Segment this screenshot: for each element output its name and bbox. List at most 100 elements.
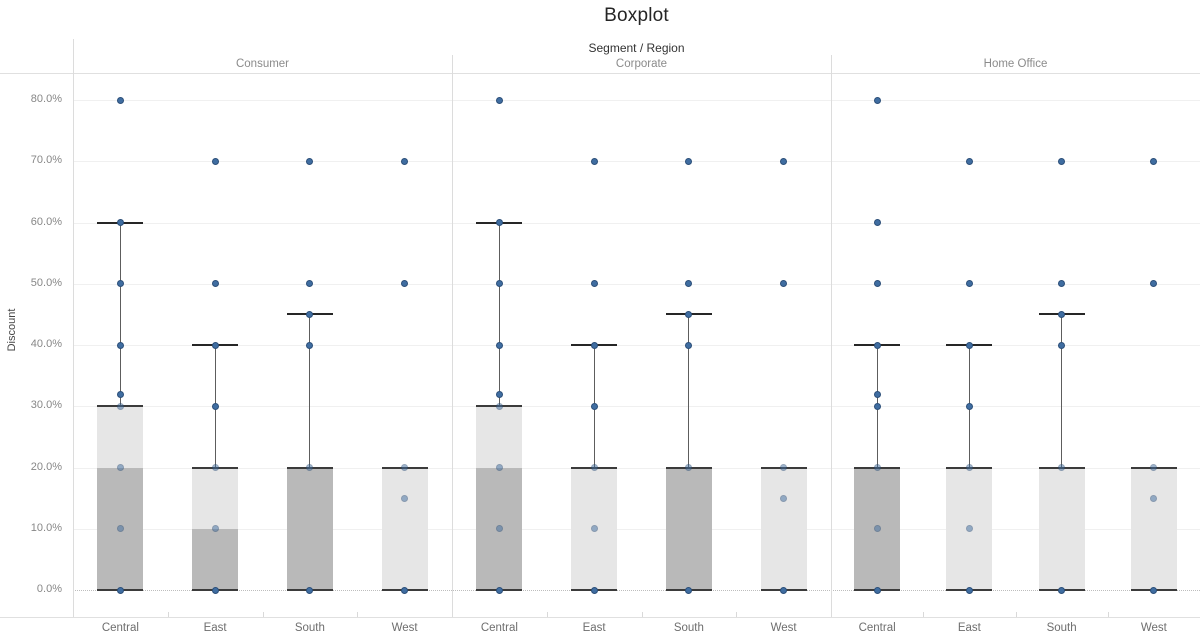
data-point[interactable] [495,586,503,594]
data-point[interactable] [306,341,314,349]
data-point[interactable] [685,464,693,471]
data-point[interactable] [306,464,314,471]
data-point[interactable] [873,96,881,104]
data-point[interactable] [495,341,503,349]
data-point[interactable] [495,402,503,410]
data-point[interactable] [116,586,124,594]
data-point[interactable] [685,280,693,288]
data-point[interactable] [1058,586,1066,594]
x-axis-tick [547,612,548,617]
region-label: Central [101,622,139,634]
data-point[interactable] [401,464,409,471]
data-point[interactable] [965,586,973,594]
data-point[interactable] [873,280,881,288]
data-point[interactable] [306,280,314,288]
data-point[interactable] [873,525,881,533]
data-point[interactable] [1150,494,1158,502]
box-upper-half[interactable] [97,406,144,468]
data-point[interactable] [873,341,881,349]
data-point[interactable] [211,525,219,533]
data-point[interactable] [1058,310,1066,318]
data-point[interactable] [401,280,409,288]
box-lower-half[interactable] [192,528,239,590]
box-upper-half[interactable] [1130,467,1177,590]
data-point[interactable] [873,402,881,410]
data-point[interactable] [495,96,503,104]
box-lower-half[interactable] [286,467,333,590]
y-tick-label: 0.0% [36,583,62,595]
data-point[interactable] [1150,586,1158,594]
data-point[interactable] [306,310,314,318]
data-point[interactable] [211,341,219,349]
data-point[interactable] [1058,464,1066,471]
region-label: Central [858,622,896,634]
data-point[interactable] [965,280,973,288]
data-point[interactable] [780,157,788,165]
data-point[interactable] [685,310,693,318]
data-point[interactable] [965,157,973,165]
data-point[interactable] [495,219,503,226]
data-point[interactable] [873,390,881,398]
data-point[interactable] [780,464,788,471]
data-point[interactable] [116,280,124,288]
data-point[interactable] [1058,280,1066,288]
data-point[interactable] [495,280,503,288]
box-upper-half[interactable] [760,467,807,590]
data-point[interactable] [211,464,219,471]
data-point[interactable] [873,586,881,594]
data-point[interactable] [590,586,598,594]
data-point[interactable] [873,464,881,471]
data-point[interactable] [780,586,788,594]
data-point[interactable] [873,219,881,226]
data-point[interactable] [780,280,788,288]
data-point[interactable] [495,464,503,471]
data-point[interactable] [1058,157,1066,165]
data-point[interactable] [306,157,314,165]
region-label: South [673,622,704,634]
data-point[interactable] [965,341,973,349]
data-point[interactable] [116,402,124,410]
data-point[interactable] [211,402,219,410]
data-point[interactable] [1150,280,1158,288]
box-upper-half[interactable] [476,406,523,468]
data-point[interactable] [590,341,598,349]
data-point[interactable] [1150,157,1158,165]
data-point[interactable] [1058,341,1066,349]
data-point[interactable] [306,586,314,594]
data-point[interactable] [116,341,124,349]
data-point[interactable] [965,402,973,410]
data-point[interactable] [401,494,409,502]
box-upper-half[interactable] [381,467,428,590]
data-point[interactable] [685,157,693,165]
gridline [73,161,1200,163]
data-point[interactable] [401,157,409,165]
data-point[interactable] [1150,464,1158,471]
box-upper-half[interactable] [192,467,239,529]
data-point[interactable] [116,464,124,471]
data-point[interactable] [211,586,219,594]
x-axis-tick [642,612,643,617]
y-tick-label: 80.0% [30,93,62,105]
data-point[interactable] [116,219,124,226]
data-point[interactable] [495,525,503,533]
data-point[interactable] [590,525,598,533]
data-point[interactable] [685,586,693,594]
data-point[interactable] [590,402,598,410]
data-point[interactable] [965,525,973,533]
data-point[interactable] [495,390,503,398]
box-upper-half[interactable] [1038,467,1085,590]
data-point[interactable] [590,464,598,471]
data-point[interactable] [116,96,124,104]
data-point[interactable] [965,464,973,471]
data-point[interactable] [590,280,598,288]
data-point[interactable] [116,390,124,398]
data-point[interactable] [401,586,409,594]
data-point[interactable] [685,341,693,349]
data-point[interactable] [780,494,788,502]
data-point[interactable] [590,157,598,165]
data-point[interactable] [211,280,219,288]
data-point[interactable] [211,157,219,165]
data-point[interactable] [116,525,124,533]
x-axis-tick [923,612,924,617]
box-lower-half[interactable] [665,467,712,590]
